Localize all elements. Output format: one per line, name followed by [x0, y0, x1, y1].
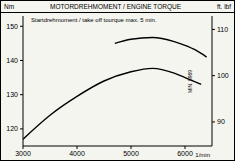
svg-text:4000: 4000 — [69, 150, 85, 157]
svg-text:140: 140 — [8, 57, 18, 64]
svg-text:6000: 6000 — [177, 150, 193, 157]
html-text:MIN. 5969: MIN. 5969 — [187, 69, 193, 93]
svg-text:130: 130 — [8, 91, 18, 98]
html-text:MOTORDREHMOMENT / ENGINE TORQU: MOTORDREHMOMENT / ENGINE TORQUE — [50, 3, 181, 10]
svg-text:5000: 5000 — [123, 150, 139, 157]
svg-text:150: 150 — [8, 23, 18, 30]
svg-text:3000: 3000 — [15, 150, 31, 157]
html-text:Startdrehmoment / take off tou: Startdrehmoment / take off tourque max. … — [31, 17, 157, 23]
html-text:Nm: Nm — [4, 3, 15, 10]
html-text:ft. lbf: ft. lbf — [216, 3, 231, 10]
html-text:1/min: 1/min — [195, 152, 210, 158]
svg-text:100: 100 — [217, 72, 227, 79]
svg-text:110: 110 — [217, 26, 227, 33]
svg-text:120: 120 — [8, 125, 18, 132]
svg-text:90: 90 — [217, 118, 225, 125]
